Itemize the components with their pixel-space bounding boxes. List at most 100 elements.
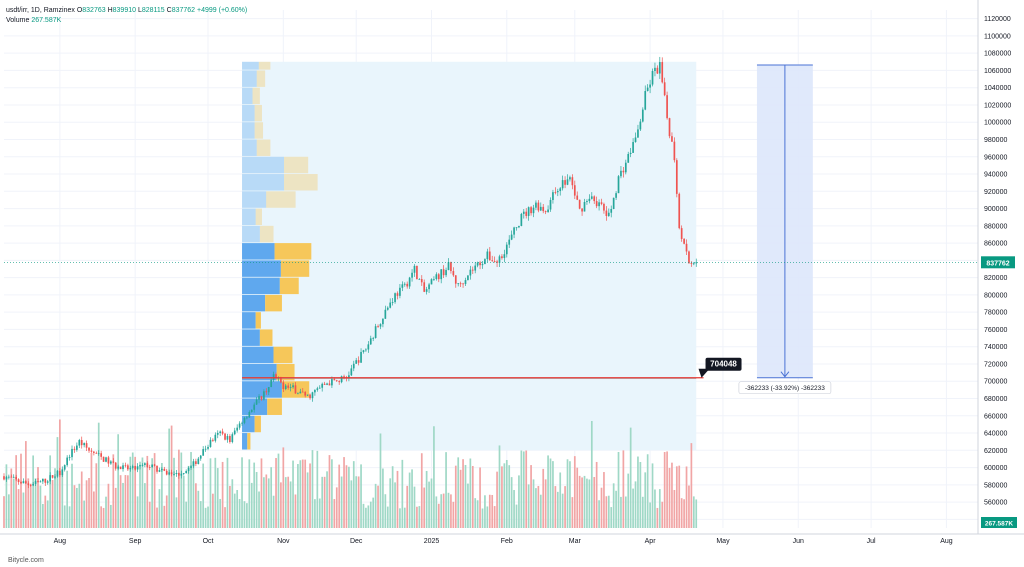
volume-bar [39,485,42,528]
volume-bar [214,457,217,528]
range-label-box [738,381,832,395]
volume-bar [612,483,615,528]
candle-body [668,118,671,137]
volume-bar [134,456,137,528]
candle-body [122,465,124,470]
volume-bar [603,472,605,528]
volume-bar [10,468,13,528]
volume-bar [90,452,93,528]
candle-body [280,377,282,383]
volume-bar [131,452,134,528]
candle-body [311,392,314,399]
candle-body [270,379,273,388]
y-tick-label: 1100000 [984,33,1011,40]
candle-body [673,141,676,161]
volume-bar [34,478,37,528]
candle-body [401,284,404,288]
candle-body [151,464,154,468]
legend-symbol[interactable]: usdt/irr, 1D, Ramzinex [6,7,75,14]
volume-bar [304,459,307,528]
volume-bar [654,489,656,528]
candle-body [139,465,141,467]
candle-body [117,466,120,469]
chart-legend: usdt/irr, 1D, Ramzinex O832763 H839910 L… [6,6,247,26]
candle-body [454,275,457,284]
volume-profile-sell-bar [255,208,262,226]
candle-body [561,180,564,189]
volume-bar [651,463,654,528]
volume-profile-sell-bar [265,294,282,312]
candle-body [34,481,37,484]
candle-body [258,396,260,400]
candle-body [671,136,673,142]
volume-bar [141,457,144,528]
volume-bar [493,506,496,528]
volume-bar [454,465,457,528]
candle-body [527,207,530,216]
volume-bar [224,507,226,528]
candle-body [433,279,435,280]
volume-bar [367,505,370,528]
volume-bar [255,471,258,528]
candle-body [219,431,222,433]
candle-body [340,376,343,383]
volume-bar [360,464,362,528]
volume-bar [668,467,671,528]
volume-bar [418,506,421,528]
volume-bar [136,496,139,528]
candle-body [49,475,51,482]
volume-bar [241,457,243,528]
candle-body [488,251,491,261]
volume-bar [403,507,406,528]
candle-body [360,351,362,363]
candle-body [583,202,586,212]
candle-body [605,210,608,216]
volume-bar [675,466,678,528]
volume-bar [607,495,610,528]
volume-bar [549,458,552,528]
candle-body [578,199,581,209]
volume-bar [435,496,438,528]
volume-bar [634,481,637,528]
candle-body [464,280,467,284]
candle-body [576,195,579,200]
volume-bar [423,487,426,528]
volume-profile-sell-bar [280,260,310,277]
candle-body [566,179,569,185]
volume-bar [437,503,440,528]
candle-body [331,379,333,386]
candle-body [165,470,168,475]
candle-body [590,196,593,199]
volume-bar [377,485,379,528]
volume-bar [391,466,394,528]
volume-bar [289,481,292,528]
volume-bar [469,458,472,528]
volume-bar [66,470,69,528]
volume-profile-buy-bar [242,156,285,174]
volume-bar [479,467,481,528]
volume-bar [233,493,236,528]
volume-bar [401,459,404,528]
legend-volume-label[interactable]: Volume [6,17,30,24]
volume-bar [54,468,56,528]
volume-bar [139,461,141,528]
volume-bar [229,485,231,528]
volume-bar [530,465,532,528]
candle-body [146,463,149,468]
candle-body [663,82,666,96]
volume-bar [384,494,387,528]
candle-body [343,376,345,378]
volume-bar [617,451,620,528]
candle-body [627,153,630,163]
volume-bar [471,465,474,528]
candle-body [440,269,443,280]
volume-bar [532,479,535,528]
volume-bar [355,476,358,528]
candle-body [683,238,685,244]
candle-body [20,482,22,484]
candle-body [471,269,474,271]
candle-body [56,470,59,477]
candle-body [573,185,576,196]
volume-bar [348,466,350,528]
